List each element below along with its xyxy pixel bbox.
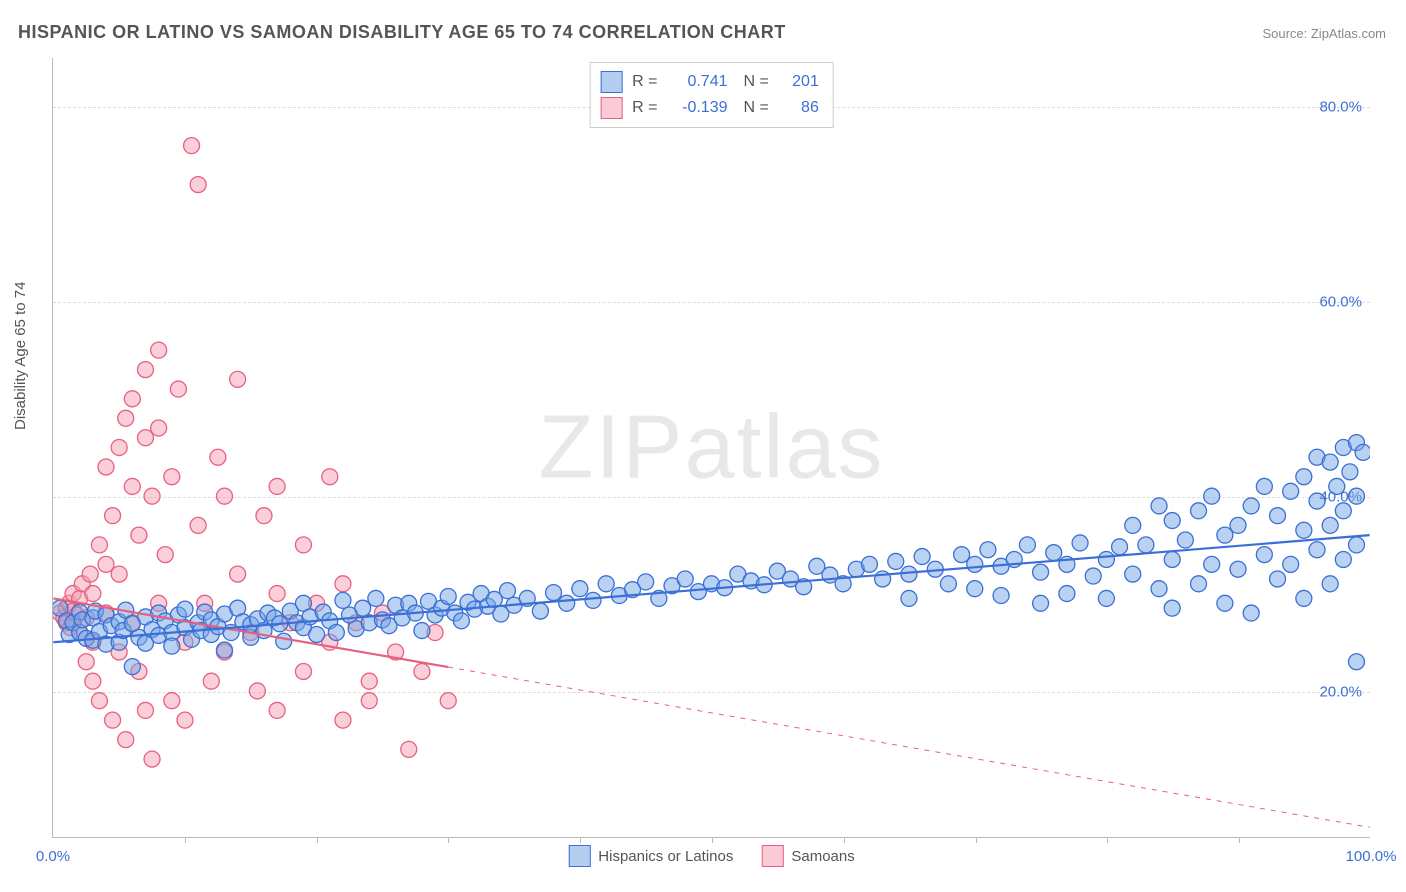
chart-plot-area: ZIPatlas R = 0.741 N = 201 R = -0.139 N … (52, 58, 1370, 838)
stats-row-samoans: R = -0.139 N = 86 (600, 95, 819, 121)
scatter-svg (53, 58, 1370, 837)
chart-title: HISPANIC OR LATINO VS SAMOAN DISABILITY … (18, 22, 786, 43)
legend-item-hispanics: Hispanics or Latinos (568, 845, 733, 867)
x-tick (976, 837, 977, 843)
swatch-blue-icon (600, 71, 622, 93)
swatch-pink-icon (600, 97, 622, 119)
x-tick (448, 837, 449, 843)
swatch-blue-icon (568, 845, 590, 867)
x-tick-label: 100.0% (1346, 848, 1397, 865)
r-value: 0.741 (668, 73, 728, 91)
x-tick (712, 837, 713, 843)
series-legend: Hispanics or Latinos Samoans (568, 845, 854, 867)
legend-label: Hispanics or Latinos (598, 848, 733, 865)
n-label: N = (744, 99, 769, 117)
correlation-stats-legend: R = 0.741 N = 201 R = -0.139 N = 86 (589, 62, 834, 128)
r-value: -0.139 (668, 99, 728, 117)
x-tick-label: 0.0% (36, 848, 70, 865)
x-tick (580, 837, 581, 843)
x-tick (185, 837, 186, 843)
legend-item-samoans: Samoans (761, 845, 854, 867)
y-axis-label: Disability Age 65 to 74 (12, 282, 29, 430)
legend-label: Samoans (791, 848, 854, 865)
n-label: N = (744, 73, 769, 91)
x-tick (317, 837, 318, 843)
source-attribution: Source: ZipAtlas.com (1262, 26, 1386, 41)
swatch-pink-icon (761, 845, 783, 867)
stats-row-hispanics: R = 0.741 N = 201 (600, 69, 819, 95)
n-value: 201 (779, 73, 819, 91)
r-label: R = (632, 73, 657, 91)
r-label: R = (632, 99, 657, 117)
x-tick (1107, 837, 1108, 843)
x-tick (1239, 837, 1240, 843)
n-value: 86 (779, 99, 819, 117)
x-tick (844, 837, 845, 843)
